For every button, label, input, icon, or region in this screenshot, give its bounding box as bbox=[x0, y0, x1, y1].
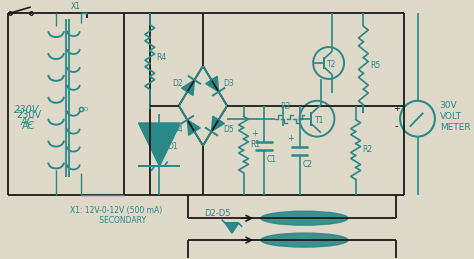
Text: +: + bbox=[287, 134, 294, 143]
Text: X1: 12V-0-12V (500 mA)
      SECONDARY: X1: 12V-0-12V (500 mA) SECONDARY bbox=[70, 206, 162, 225]
Text: +: + bbox=[251, 129, 258, 138]
Text: R1: R1 bbox=[250, 140, 260, 149]
Text: D4: D4 bbox=[172, 125, 182, 134]
Polygon shape bbox=[182, 80, 194, 96]
Polygon shape bbox=[206, 76, 219, 92]
Polygon shape bbox=[211, 116, 224, 132]
Polygon shape bbox=[225, 223, 239, 233]
Ellipse shape bbox=[261, 233, 348, 247]
Text: 230V
AC: 230V AC bbox=[14, 105, 40, 127]
Polygon shape bbox=[187, 120, 200, 135]
Text: C2: C2 bbox=[302, 160, 312, 169]
Text: -: - bbox=[394, 121, 398, 131]
Text: C1: C1 bbox=[267, 155, 277, 164]
Text: 230V
AC: 230V AC bbox=[17, 110, 42, 132]
Text: R2: R2 bbox=[363, 145, 373, 154]
Text: 30V
VOLT
METER: 30V VOLT METER bbox=[440, 101, 470, 132]
Text: D1: D1 bbox=[167, 142, 178, 151]
Text: D2-D5: D2-D5 bbox=[204, 209, 231, 218]
Text: D5: D5 bbox=[223, 125, 234, 134]
Text: R4: R4 bbox=[156, 53, 167, 62]
Text: +: + bbox=[393, 104, 400, 113]
Text: X1: X1 bbox=[70, 2, 81, 11]
Text: R5: R5 bbox=[370, 61, 381, 70]
Text: T1: T1 bbox=[315, 116, 325, 125]
Text: D3: D3 bbox=[223, 79, 234, 88]
Text: R3: R3 bbox=[280, 102, 291, 111]
Ellipse shape bbox=[261, 211, 348, 225]
Text: T2: T2 bbox=[327, 61, 336, 69]
Polygon shape bbox=[138, 123, 181, 166]
Text: D2: D2 bbox=[172, 79, 182, 88]
Text: O: O bbox=[84, 107, 88, 112]
